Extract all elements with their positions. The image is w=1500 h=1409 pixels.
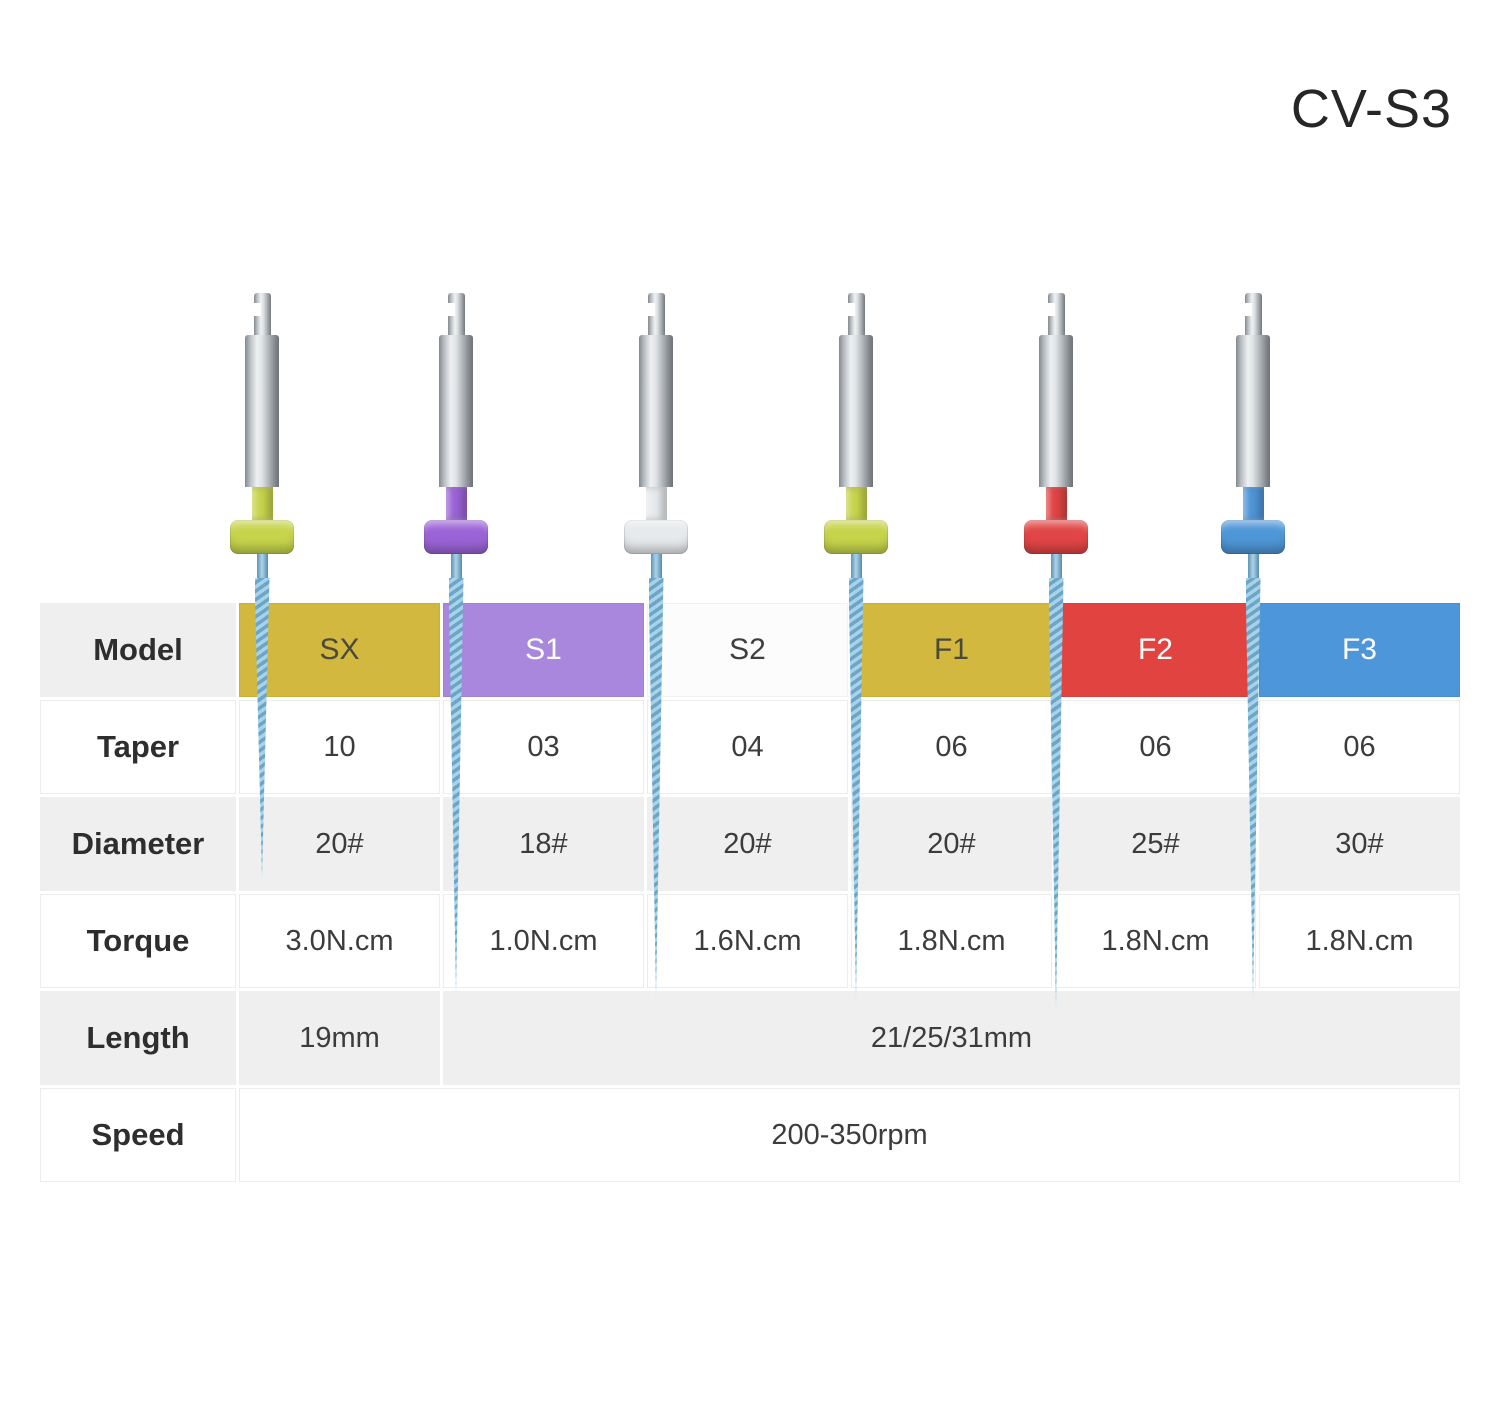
diameter-cell-s2: 20#	[647, 797, 848, 891]
row-label-diameter: Diameter	[40, 797, 236, 891]
model-cell-f1: F1	[851, 603, 1052, 697]
torque-cell-f3: 1.8N.cm	[1259, 894, 1460, 988]
taper-cell-f1: 06	[851, 700, 1052, 794]
model-name-sx: SX	[319, 633, 360, 666]
row-label-torque: Torque	[40, 894, 236, 988]
row-label-length: Length	[40, 991, 236, 1085]
torque-cell-sx: 3.0N.cm	[239, 894, 440, 988]
file-shaft	[1039, 335, 1073, 487]
length-cell-sx: 19mm	[239, 991, 440, 1085]
file-shaft	[839, 335, 873, 487]
file-shaft	[639, 335, 673, 487]
file-spiral-tip	[254, 578, 270, 878]
file-spiral-tip	[1048, 578, 1064, 1008]
file-latch-head-icon	[253, 293, 271, 335]
row-label-speed: Speed	[40, 1088, 236, 1182]
file-stopper-ring	[824, 520, 888, 554]
file-stopper-ring	[1024, 520, 1088, 554]
rotary-file-s2	[621, 293, 691, 996]
taper-cell-s1: 03	[443, 700, 644, 794]
model-cell-f2: F2	[1055, 603, 1256, 697]
taper-cell-sx: 10	[239, 700, 440, 794]
model-name-f1: F1	[933, 633, 969, 666]
file-shank	[1050, 554, 1062, 578]
file-shank	[850, 554, 862, 578]
diameter-cell-f2: 25#	[1055, 797, 1256, 891]
diameter-cell-s1: 18#	[443, 797, 644, 891]
file-collar	[445, 487, 467, 520]
file-collar	[645, 487, 667, 520]
model-cell-s2: S2	[647, 603, 848, 697]
file-stopper-ring	[230, 520, 294, 554]
file-shaft	[1236, 335, 1270, 487]
file-latch-head-icon	[647, 293, 665, 335]
file-collar	[251, 487, 273, 520]
diameter-cell-sx: 20#	[239, 797, 440, 891]
model-cell-sx: SX	[239, 603, 440, 697]
model-name-f2: F2	[1137, 633, 1173, 666]
page-title: CV-S3	[1290, 79, 1452, 139]
file-stopper-ring	[624, 520, 688, 554]
file-shaft	[439, 335, 473, 487]
taper-cell-f2: 06	[1055, 700, 1256, 794]
rotary-file-f3	[1218, 293, 1288, 998]
file-spiral-tip	[848, 578, 864, 998]
file-stopper-ring	[1221, 520, 1285, 554]
diameter-cell-f1: 20#	[851, 797, 1052, 891]
model-cell-f3: F3	[1259, 603, 1460, 697]
file-spiral-tip	[1245, 578, 1261, 998]
file-collar	[845, 487, 867, 520]
row-label-model: Model	[40, 603, 236, 697]
file-shank	[1247, 554, 1259, 578]
rotary-file-sx	[227, 293, 297, 878]
speed-cell-merged: 200-350rpm	[239, 1088, 1460, 1182]
diameter-cell-f3: 30#	[1259, 797, 1460, 891]
torque-cell-f1: 1.8N.cm	[851, 894, 1052, 988]
file-latch-head-icon	[1047, 293, 1065, 335]
model-name-f3: F3	[1341, 633, 1377, 666]
file-shank	[650, 554, 662, 578]
file-latch-head-icon	[447, 293, 465, 335]
model-cell-s1: S1	[443, 603, 644, 697]
file-collar	[1242, 487, 1264, 520]
torque-cell-s2: 1.6N.cm	[647, 894, 848, 988]
length-cell-merged: 21/25/31mm	[443, 991, 1460, 1085]
file-latch-head-icon	[847, 293, 865, 335]
torque-cell-f2: 1.8N.cm	[1055, 894, 1256, 988]
file-latch-head-icon	[1244, 293, 1262, 335]
file-shaft	[245, 335, 279, 487]
rotary-file-f1	[821, 293, 891, 998]
taper-cell-f3: 06	[1259, 700, 1460, 794]
file-spiral-tip	[648, 578, 664, 996]
rotary-file-f2	[1021, 293, 1091, 1008]
row-label-taper: Taper	[40, 700, 236, 794]
model-name-s2: S2	[729, 633, 766, 666]
file-shank	[450, 554, 462, 578]
torque-cell-s1: 1.0N.cm	[443, 894, 644, 988]
model-name-s1: S1	[525, 633, 562, 666]
taper-cell-s2: 04	[647, 700, 848, 794]
rotary-file-s1	[421, 293, 491, 993]
file-spiral-tip	[448, 578, 464, 993]
file-collar	[1045, 487, 1067, 520]
spec-table: Model SX S1 S2 F1 F2 F3 Taper 10 03 04 0…	[40, 603, 1460, 1182]
file-shank	[256, 554, 268, 578]
file-stopper-ring	[424, 520, 488, 554]
